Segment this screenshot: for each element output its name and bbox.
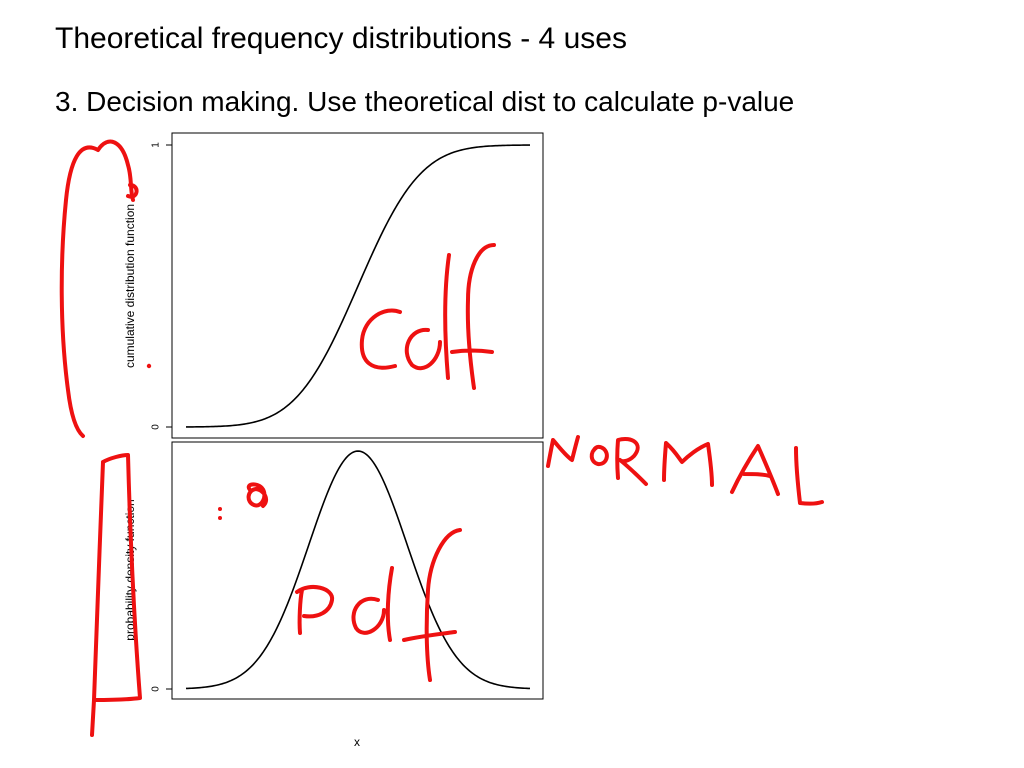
cdf-ylabel: cumulative distribution function — [123, 204, 137, 368]
x-axis-label: x — [354, 735, 360, 749]
pdf-handwriting-f — [402, 528, 462, 682]
y-tick-label: 0 — [151, 424, 162, 430]
slide-subtitle: 3. Decision making. Use theoretical dist… — [55, 86, 795, 117]
pdf-dot-scribble — [246, 482, 268, 508]
cdf-handwriting-c — [359, 308, 402, 370]
normal-handwriting-l — [794, 446, 824, 506]
normal-handwriting-m — [662, 441, 714, 487]
pdf-curve — [185, 450, 531, 690]
slide-title: Theoretical frequency distributions - 4 … — [55, 22, 627, 55]
y-tick-label: 0 — [151, 686, 162, 692]
cdf-bracket-stroke — [59, 139, 135, 438]
cdf-plot-frame — [171, 132, 544, 439]
cdf-handwriting-d — [404, 253, 451, 380]
cdf-dot — [146, 363, 152, 369]
handwritten-annotations — [59, 139, 824, 737]
pdf-y-axis: 0 — [151, 686, 172, 692]
cdf-curve — [186, 144, 530, 428]
pdf-bracket-stroke — [90, 453, 142, 737]
pdf-handwriting-d — [351, 566, 394, 642]
cdf-panel: 01 cumulative distribution function — [123, 132, 544, 439]
y-tick-label: 1 — [151, 142, 162, 148]
pdf-dot-lower — [218, 516, 222, 520]
pdf-handwriting-p — [295, 584, 334, 635]
cdf-handwriting-f — [450, 243, 496, 390]
cdf-y-axis: 01 — [151, 142, 172, 430]
cdf-bracket-hook — [126, 183, 139, 199]
normal-handwriting-a — [730, 444, 780, 496]
pdf-plot-frame — [171, 441, 544, 700]
normal-handwriting-r — [615, 437, 648, 486]
pdf-dot-upper — [218, 507, 222, 511]
normal-handwriting-o — [589, 444, 609, 467]
normal-handwriting-n — [546, 435, 580, 468]
